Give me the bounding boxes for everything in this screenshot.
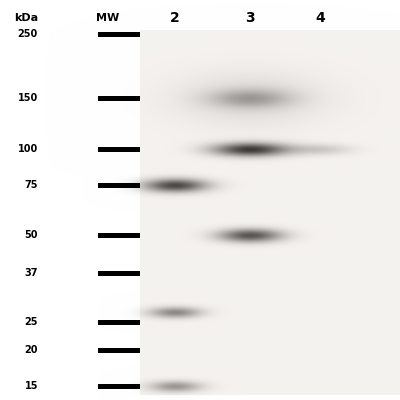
Text: 50: 50 [24,230,38,240]
Text: 75: 75 [24,180,38,190]
Text: 37: 37 [24,268,38,278]
Text: MW: MW [96,13,120,23]
Text: 150: 150 [18,93,38,103]
Text: 20: 20 [24,345,38,355]
Text: 4: 4 [315,11,325,25]
Text: 25: 25 [24,317,38,327]
Text: kDa: kDa [14,13,38,23]
Text: 250: 250 [18,29,38,39]
Text: 3: 3 [245,11,255,25]
Text: 15: 15 [24,381,38,391]
Text: 100: 100 [18,144,38,154]
Text: 2: 2 [170,11,180,25]
